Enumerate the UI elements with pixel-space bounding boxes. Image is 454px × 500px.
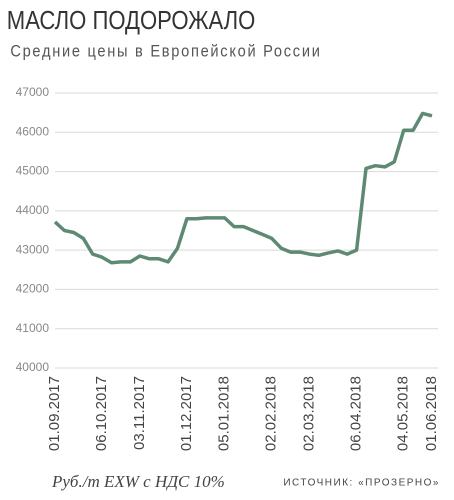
x-tick-label: 02.02.2018 xyxy=(263,376,280,451)
source: ИСТОЧНИК: «ПРОЗЕРНО» xyxy=(283,478,440,489)
x-tick-label: 01.06.2018 xyxy=(423,376,440,451)
price-line xyxy=(53,111,433,265)
y-tick-label: 43000 xyxy=(16,242,50,256)
x-tick-label: 05.01.2018 xyxy=(216,376,233,451)
y-tick-label: 40000 xyxy=(16,360,50,374)
x-tick-label: 01.12.2017 xyxy=(178,376,195,451)
chart-title: МАСЛО ПОДОРОЖАЛО xyxy=(7,6,256,35)
x-tick-label: 06.04.2018 xyxy=(348,376,365,451)
y-tick-label: 41000 xyxy=(16,321,50,335)
y-tick-label: 47000 xyxy=(16,85,50,99)
x-tick-label: 02.03.2018 xyxy=(300,376,317,451)
x-tick-label: 06.10.2017 xyxy=(93,376,110,451)
y-tick-label: 44000 xyxy=(16,203,50,217)
unit-note: Руб./т EXW с НДС 10% xyxy=(51,472,225,491)
x-tick-label: 01.09.2017 xyxy=(46,376,63,451)
x-tick-label: 03.11.2017 xyxy=(131,376,148,450)
y-tick-label: 42000 xyxy=(16,282,50,296)
x-tick-label: 04.05.2018 xyxy=(395,376,412,451)
chart-subtitle: Средние цены в Европейской России xyxy=(10,43,321,61)
y-tick-label: 46000 xyxy=(16,124,50,138)
y-tick-label: 45000 xyxy=(16,164,50,178)
